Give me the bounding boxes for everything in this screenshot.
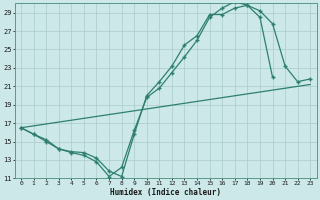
X-axis label: Humidex (Indice chaleur): Humidex (Indice chaleur) <box>110 188 221 197</box>
